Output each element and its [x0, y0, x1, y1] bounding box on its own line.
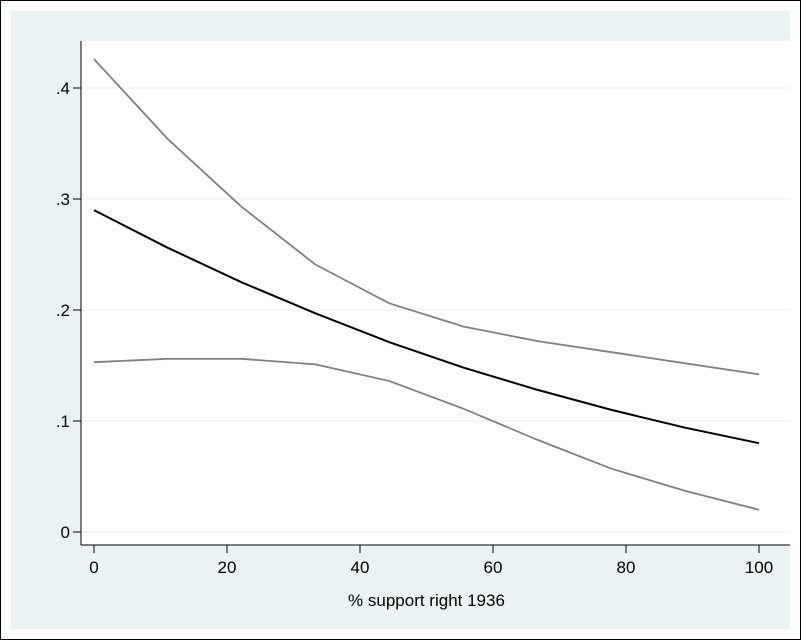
series-line-lower [93, 357, 760, 511]
series-lines [93, 58, 760, 511]
gridlines [81, 87, 790, 533]
y-tick-label: .1 [56, 412, 70, 431]
y-tick-label: .3 [56, 190, 70, 209]
series-line-estimate [93, 209, 760, 445]
x-tick-label: 40 [351, 558, 370, 577]
y-axis: 0 .1 .2 .3 .4 [56, 41, 82, 545]
x-tick-label: 80 [617, 558, 636, 577]
series-line-upper [93, 58, 760, 376]
x-tick-label: 0 [89, 558, 98, 577]
y-tick-label: 0 [61, 523, 70, 542]
x-axis-title: % support right 1936 [348, 591, 505, 610]
y-tick-label: .2 [56, 301, 70, 320]
x-tick-label: 60 [484, 558, 503, 577]
y-tick-label: .4 [56, 79, 70, 98]
x-axis: 0 20 40 60 80 100 [81, 544, 790, 577]
plot-area [81, 41, 790, 545]
x-tick-label: 100 [745, 558, 773, 577]
x-tick-label: 20 [218, 558, 237, 577]
